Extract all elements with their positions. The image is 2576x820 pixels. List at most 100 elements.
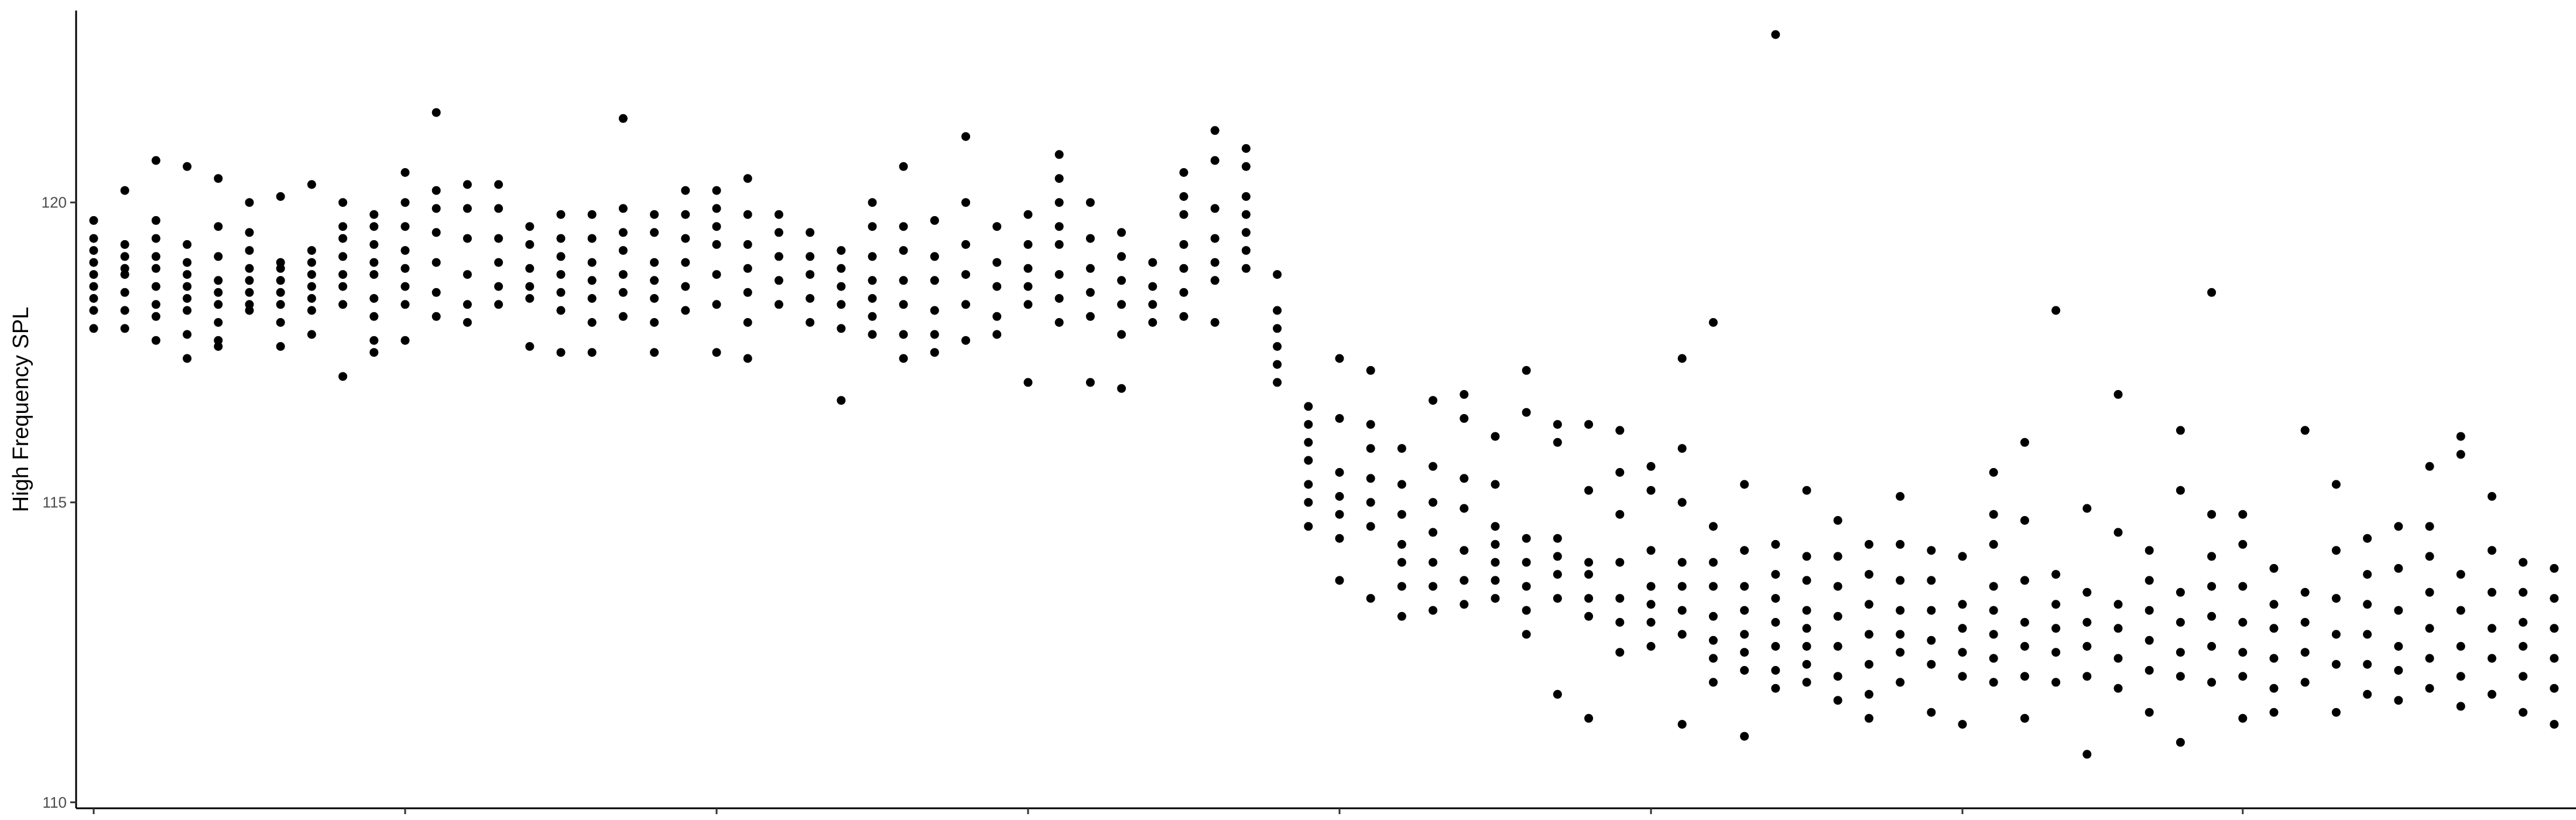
data-point xyxy=(1241,144,1251,153)
data-point xyxy=(2519,708,2528,717)
data-point xyxy=(837,264,846,273)
data-point xyxy=(1117,384,1126,393)
data-point xyxy=(151,282,160,291)
data-point xyxy=(1085,198,1095,207)
data-point xyxy=(1148,258,1157,267)
data-point xyxy=(400,168,410,177)
data-point xyxy=(2519,672,2528,681)
data-point xyxy=(556,234,566,243)
data-point xyxy=(1148,318,1157,327)
data-point xyxy=(2363,630,2372,639)
data-point xyxy=(1833,582,1842,591)
data-point xyxy=(245,300,254,309)
data-point xyxy=(1179,210,1188,219)
data-point xyxy=(525,342,535,351)
data-point xyxy=(1677,582,1687,591)
data-point xyxy=(2394,563,2403,573)
data-point xyxy=(369,294,379,303)
data-point xyxy=(1771,594,1780,603)
data-point xyxy=(868,198,877,207)
data-point xyxy=(1677,606,1687,615)
data-point xyxy=(837,246,846,255)
data-point xyxy=(1989,468,1998,477)
data-point xyxy=(463,204,472,213)
data-point xyxy=(1304,456,1313,465)
data-point xyxy=(681,186,690,195)
data-point xyxy=(1708,318,1718,327)
data-point xyxy=(1896,678,1905,687)
data-point xyxy=(587,210,597,219)
data-point xyxy=(245,228,254,237)
data-point xyxy=(2020,672,2029,681)
data-point xyxy=(1335,510,1344,519)
data-point xyxy=(2176,618,2185,627)
data-point xyxy=(400,336,410,345)
data-point xyxy=(1460,576,1469,585)
data-point xyxy=(1553,420,1562,429)
data-point xyxy=(1429,528,1438,537)
data-point xyxy=(151,216,160,225)
data-point xyxy=(1740,666,1749,675)
data-point xyxy=(2394,606,2403,615)
data-point xyxy=(1429,582,1438,591)
data-point xyxy=(1615,510,1625,519)
data-point xyxy=(1708,522,1718,531)
data-point xyxy=(2487,624,2496,633)
data-point xyxy=(961,198,971,207)
data-point xyxy=(681,234,690,243)
data-point xyxy=(774,228,783,237)
data-point xyxy=(868,330,877,339)
data-point xyxy=(2238,713,2248,723)
data-point xyxy=(743,318,752,327)
data-point xyxy=(2456,702,2465,711)
data-point xyxy=(2550,720,2559,729)
data-point xyxy=(214,252,223,261)
data-point xyxy=(1460,390,1469,399)
data-point xyxy=(431,312,441,321)
data-point xyxy=(1397,444,1406,453)
data-point xyxy=(463,180,472,189)
data-point xyxy=(1117,330,1126,339)
data-point xyxy=(556,210,566,219)
data-point xyxy=(587,318,597,327)
data-point xyxy=(525,240,535,249)
data-point xyxy=(930,348,939,357)
data-point xyxy=(1927,708,1936,717)
data-point xyxy=(774,300,783,309)
data-point xyxy=(1179,168,1188,177)
data-point xyxy=(120,306,129,315)
data-point xyxy=(1989,654,1998,663)
data-point xyxy=(618,114,628,123)
data-point xyxy=(89,324,98,333)
data-point xyxy=(1335,534,1344,543)
data-point xyxy=(2238,648,2248,657)
data-point xyxy=(806,270,815,279)
data-point xyxy=(2425,462,2434,471)
data-point xyxy=(1646,462,1656,471)
data-point xyxy=(1460,546,1469,555)
data-point xyxy=(2269,600,2279,609)
data-point xyxy=(369,240,379,249)
data-point xyxy=(1179,192,1188,201)
data-point xyxy=(2020,438,2029,447)
data-point xyxy=(1740,606,1749,615)
data-point xyxy=(338,282,348,291)
data-point xyxy=(587,294,597,303)
data-point xyxy=(1740,480,1749,489)
data-point xyxy=(1896,492,1905,501)
data-point xyxy=(2113,390,2123,399)
data-point xyxy=(89,234,98,243)
data-point xyxy=(1429,558,1438,567)
data-point xyxy=(1646,642,1656,651)
data-point xyxy=(1210,276,1220,285)
data-point xyxy=(899,276,908,285)
data-point xyxy=(1335,354,1344,363)
data-point xyxy=(1491,576,1500,585)
data-point xyxy=(1366,444,1375,453)
y-ticks: 110 115 120 xyxy=(42,194,76,811)
data-point xyxy=(1927,546,1936,555)
data-point xyxy=(899,222,908,231)
data-point xyxy=(1491,558,1500,567)
data-point xyxy=(1460,504,1469,513)
data-point xyxy=(1522,558,1531,567)
